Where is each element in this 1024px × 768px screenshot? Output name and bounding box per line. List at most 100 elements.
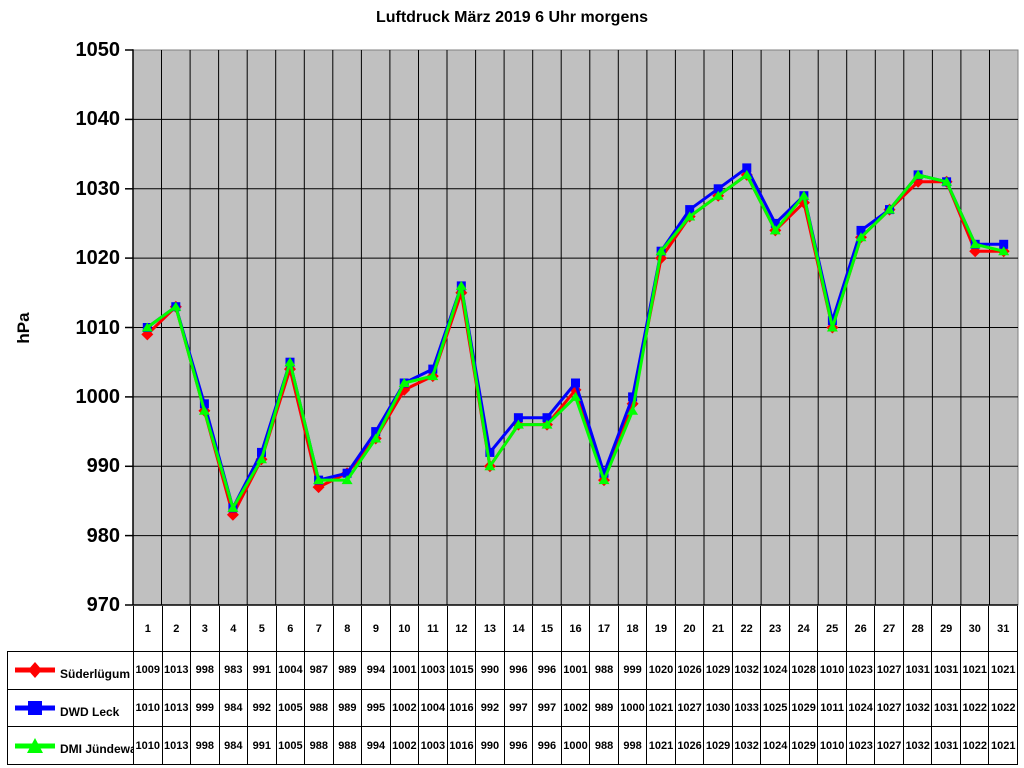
value-cell: 990 xyxy=(476,652,505,689)
value-cell: 1016 xyxy=(448,689,477,727)
x-axis-day-label: 4 xyxy=(220,606,249,651)
x-axis-day-label: 14 xyxy=(505,606,534,651)
value-cell: 1003 xyxy=(419,727,448,765)
x-axis-day-label: 10 xyxy=(391,606,420,651)
value-cell: 996 xyxy=(533,727,562,765)
x-axis-day-label: 7 xyxy=(305,606,334,651)
value-cell: 1009 xyxy=(134,652,163,689)
value-cell: 1031 xyxy=(904,652,933,689)
legend-series-label: DWD Leck xyxy=(60,704,120,719)
value-cell: 1021 xyxy=(647,727,676,765)
x-axis-day-label: 18 xyxy=(619,606,648,651)
value-cell: 992 xyxy=(476,689,505,727)
legend-series-label: DMI Jündewatt xyxy=(60,742,133,757)
x-axis-day-label: 12 xyxy=(448,606,477,651)
value-cell: 1031 xyxy=(932,652,961,689)
value-cell: 1005 xyxy=(277,689,306,727)
value-cell: 1029 xyxy=(704,652,733,689)
value-cell: 1004 xyxy=(419,689,448,727)
value-cell: 1021 xyxy=(990,739,1016,752)
value-cell: 988 xyxy=(590,652,619,689)
value-cell: 1002 xyxy=(562,689,591,727)
value-cell: 1026 xyxy=(676,652,705,689)
y-axis-tick-label: 1040 xyxy=(75,108,121,131)
table-row: DMI Jündewatt101010139989849911005988988… xyxy=(8,727,1017,765)
y-axis-tick-label: 1050 xyxy=(75,39,121,61)
value-cell: 1001 xyxy=(562,652,591,689)
value-cell: 1032 xyxy=(904,727,933,765)
x-axis-day-label: 5 xyxy=(248,606,277,651)
value-cell: 998 xyxy=(619,727,648,765)
value-cell: 1028 xyxy=(790,652,819,689)
value-cell: 1032 xyxy=(733,652,762,689)
value-cell: 1021 xyxy=(961,652,990,689)
x-axis-day-label: 31 xyxy=(989,606,1018,651)
value-cell: 1024 xyxy=(847,689,876,727)
chart-title: Luftdruck März 2019 6 Uhr morgens xyxy=(375,9,649,26)
value-cell: 996 xyxy=(533,652,562,689)
value-cell: 1030 xyxy=(704,689,733,727)
x-axis-day-label: 24 xyxy=(790,606,819,651)
value-cell: 1032 xyxy=(904,689,933,727)
x-axis-day-label: 17 xyxy=(590,606,619,651)
value-cell: 1032 xyxy=(733,727,762,765)
x-axis-day-label: 3 xyxy=(191,606,220,651)
y-axis-tick-label: 1010 xyxy=(75,316,121,339)
value-cell: 1000 xyxy=(562,727,591,765)
value-cell: 989 xyxy=(334,652,363,689)
value-cell: 1029 xyxy=(790,727,819,765)
table-row: Süderlügum 1009 1013 998 983 991 1004 987 989 994… xyxy=(8,652,1017,690)
value-cell: 1024 xyxy=(761,652,790,689)
y-axis-tick-label: 1030 xyxy=(75,177,121,200)
x-axis-day-label: 23 xyxy=(761,606,790,651)
value-cell: 1005 xyxy=(277,727,306,765)
plot-area xyxy=(125,49,1019,606)
value-cell: 1013 xyxy=(163,652,192,689)
value-cell: 988 xyxy=(305,689,334,727)
value-cell: 995 xyxy=(362,689,391,727)
x-axis-day-row: 1 2 3 4 5 6 7 8 9 10 11 12 13 14 15 16 17 18 19 20 21 22 23 24 2… xyxy=(133,606,1018,651)
y-axis-tick-label: 980 xyxy=(86,524,120,547)
value-cell: 1027 xyxy=(875,652,904,689)
value-cell: 998 xyxy=(191,652,220,689)
x-axis-day-label: 28 xyxy=(904,606,933,651)
value-cell: 983 xyxy=(220,652,249,689)
value-cell: 1001 xyxy=(391,652,420,689)
value-cell: 1024 xyxy=(761,727,790,765)
x-axis-day-label: 21 xyxy=(704,606,733,651)
value-cell: 1029 xyxy=(704,727,733,765)
value-cell: 1027 xyxy=(875,689,904,727)
value-cell: 1021 xyxy=(647,689,676,727)
x-axis-day-label: 8 xyxy=(334,606,363,651)
x-axis-day-label: 30 xyxy=(961,606,990,651)
x-axis-day-label: 13 xyxy=(476,606,505,651)
value-cell: 1022 xyxy=(961,689,990,727)
value-cell: 1013 xyxy=(163,727,192,765)
table-row: DWD Leck 1010 1013 999 984 992 1005 988 989 995 10… xyxy=(8,689,1017,728)
value-cell: 988 xyxy=(305,727,334,765)
x-axis-day-label: 16 xyxy=(562,606,591,651)
value-cell: 1015 xyxy=(448,652,477,689)
value-cell: 997 xyxy=(533,689,562,727)
x-axis-day-label: 9 xyxy=(362,606,391,651)
x-axis-day-label: 19 xyxy=(647,606,676,651)
legend-series-label: Süderlügum xyxy=(60,666,131,681)
y-axis-tick-label: 970 xyxy=(86,594,120,616)
square-marker-icon xyxy=(15,701,55,715)
value-cell: 988 xyxy=(590,727,619,765)
value-cell: 996 xyxy=(505,727,534,765)
value-cell: 1004 xyxy=(277,652,306,689)
value-cell: 1002 xyxy=(391,727,420,765)
value-cell: 997 xyxy=(505,689,534,727)
value-cell: 998 xyxy=(191,727,220,765)
value-cell: 1016 xyxy=(448,727,477,765)
legend-cell: Süderlügum xyxy=(8,652,134,689)
value-cell: 999 xyxy=(191,689,220,727)
diamond-marker-icon xyxy=(15,662,55,679)
value-cell: 1021 xyxy=(990,664,1016,677)
value-cell: 994 xyxy=(362,652,391,689)
value-cell: 1031 xyxy=(932,689,961,727)
value-cell: 988 xyxy=(334,727,363,765)
y-axis-tick-label: 990 xyxy=(86,455,120,478)
value-cell: 1010 xyxy=(818,652,847,689)
